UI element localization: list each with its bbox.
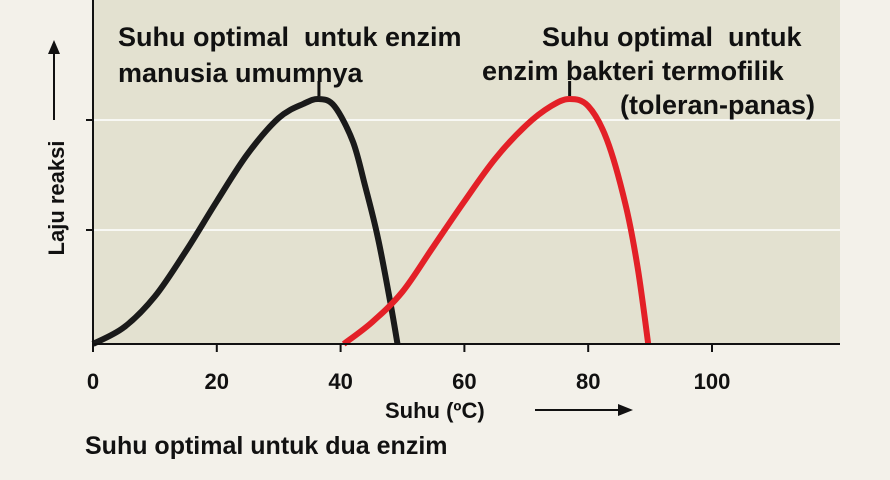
- annotation-1-line-2: manusia umumnya: [118, 58, 364, 88]
- annotation-2-line-2: enzim bakteri termofilik: [482, 56, 785, 86]
- gridlines: [93, 119, 840, 231]
- annotation-2-line-3: (toleran-panas): [620, 90, 815, 120]
- x-tick-label: 80: [576, 369, 600, 394]
- x-tick-label: 60: [452, 369, 476, 394]
- annotation-1-line-1: Suhu optimal untuk enzim: [118, 22, 462, 52]
- annotation-2-line-1: Suhu optimal untuk: [542, 22, 802, 52]
- figure-caption: Suhu optimal untuk dua enzim: [85, 432, 448, 460]
- x-tick-label: 20: [205, 369, 229, 394]
- series-line-1: [91, 95, 401, 347]
- x-tick-label: 100: [694, 369, 731, 394]
- series-line-2: [341, 96, 652, 347]
- x-axis-arrowhead: [618, 404, 633, 416]
- series-layer: [91, 95, 652, 347]
- plot-area: [93, 0, 840, 344]
- x-tick-label: 0: [87, 369, 99, 394]
- x-axis-title: Suhu (ºC): [385, 398, 485, 423]
- axes: 0 20 40 60 80 100: [86, 0, 840, 394]
- y-axis-arrowhead: [48, 40, 60, 54]
- y-axis-title: Laju reaksi: [44, 141, 69, 256]
- annotation-layer: Suhu optimal untuk enzim manusia umumnya S…: [118, 22, 815, 120]
- x-tick-label: 40: [328, 369, 352, 394]
